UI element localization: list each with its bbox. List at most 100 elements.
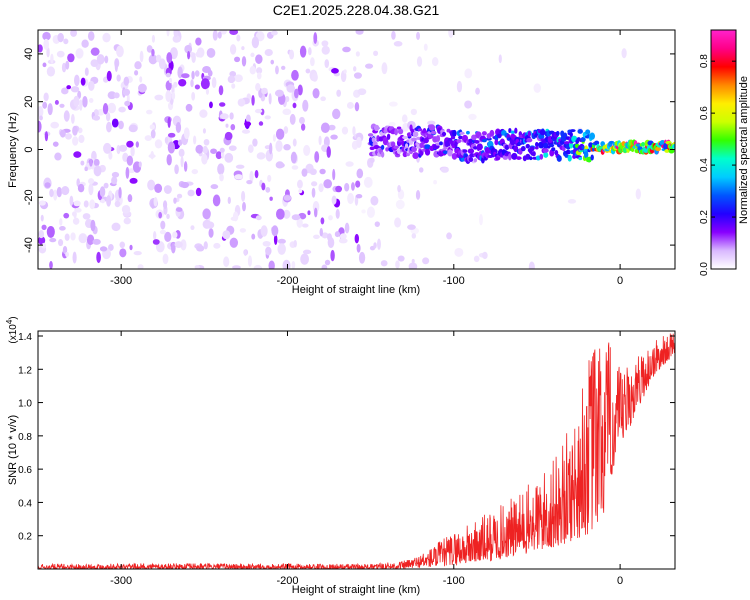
- spectrogram-cell: [180, 181, 190, 189]
- spectrogram-cell: [134, 70, 139, 76]
- spectrogram-cell: [173, 81, 178, 88]
- spectrogram-cell: [251, 95, 255, 106]
- spectrogram-cell: [273, 234, 278, 245]
- spectrogram-cell: [305, 68, 311, 74]
- colorbar-tick-label: 0.6: [699, 106, 710, 120]
- spectrogram-cell: [103, 142, 112, 154]
- spectrogram-cell: [74, 207, 82, 213]
- spectrogram-cell: [58, 239, 64, 247]
- spectrogram-cell: [232, 211, 239, 222]
- spectrogram-cell: [88, 80, 95, 91]
- spectrogram-cell: [81, 39, 89, 48]
- spectrogram-cell: [578, 157, 583, 161]
- spectrogram-cell: [122, 88, 131, 96]
- colorbar-tick-label: 0.8: [699, 54, 710, 68]
- chart-title: C2E1.2025.228.04.38.G21: [273, 2, 440, 18]
- spectrogram-cell: [569, 131, 573, 138]
- spectrogram-cell: [158, 58, 166, 70]
- spectrogram-cell: [394, 128, 398, 136]
- spectrogram-cell: [53, 189, 58, 201]
- spectrogram-cell: [194, 265, 200, 269]
- spectrogram-cell: [180, 155, 184, 168]
- spectrogram-cell: [289, 113, 296, 125]
- spectrogram-cell: [272, 134, 276, 142]
- spectrogram-cell: [354, 102, 360, 112]
- y-tick-label: 0.4: [18, 498, 32, 509]
- spectrogram-cell: [327, 233, 332, 241]
- spectrogram-cell: [83, 200, 89, 208]
- spectrogram-cell: [49, 261, 53, 269]
- spectrogram-cell: [321, 40, 329, 47]
- spectrogram-cell: [96, 251, 101, 264]
- spectrogram-cell: [162, 200, 168, 210]
- spectrogram-cell: [84, 166, 88, 172]
- spectrogram-cell: [563, 141, 570, 145]
- spectrogram-cell: [206, 47, 216, 58]
- spectrogram-cell: [600, 141, 605, 147]
- spectrogram-cell: [328, 215, 333, 221]
- spectrogram-cell: [241, 129, 251, 134]
- spectrogram-cell: [65, 251, 70, 258]
- spectrogram-cell: [219, 173, 224, 182]
- y-tick-label: 1.4: [18, 332, 32, 343]
- spectrogram-cell: [402, 151, 408, 158]
- spectrogram-cell: [393, 41, 403, 47]
- spectrogram-cell: [126, 155, 134, 166]
- spectrogram-cell: [314, 207, 318, 218]
- spectrogram-cell: [196, 245, 205, 252]
- spectrogram-cell: [70, 86, 80, 93]
- spectrogram-cell: [79, 99, 83, 111]
- spectrogram-cell: [256, 152, 266, 160]
- spectrogram-cell: [139, 76, 143, 83]
- spectrogram-cell: [442, 150, 449, 155]
- spectrogram-cell: [174, 164, 179, 175]
- spectrogram-cell: [220, 30, 227, 35]
- spectrogram-cell: [59, 218, 63, 226]
- spectrogram-cell: [300, 253, 309, 265]
- spectrogram-cell: [191, 91, 196, 101]
- spectrogram-cell: [311, 72, 318, 82]
- spectrogram-cell: [311, 181, 318, 187]
- spectrogram-cell: [373, 242, 377, 249]
- spectrogram-cell: [447, 149, 453, 157]
- spectrogram-cell: [177, 139, 183, 146]
- spectrogram-cell: [146, 109, 153, 115]
- spectrogram-cell: [251, 233, 256, 240]
- snr-series-line: [38, 333, 675, 569]
- spectrogram-cell: [301, 223, 309, 228]
- spectrogram-cell: [49, 188, 54, 198]
- spectrogram-cell: [567, 154, 572, 162]
- y-tick-label: 1.2: [18, 365, 32, 376]
- spectrogram-cell: [291, 165, 299, 170]
- spectrogram-cell: [424, 144, 431, 150]
- spectrogram-cell: [217, 163, 225, 175]
- spectrogram-cell: [356, 243, 361, 253]
- spectrogram-cell: [38, 44, 43, 53]
- spectrogram-cell: [381, 62, 388, 75]
- y-tick-label: 0.2: [18, 532, 32, 543]
- spectrogram-cell: [355, 51, 360, 57]
- spectrogram-cell: [451, 152, 458, 160]
- spectrogram-cell: [65, 133, 72, 140]
- spectrogram-cell: [391, 30, 396, 40]
- spectrogram-cell: [498, 54, 502, 64]
- spectrogram-cell: [224, 131, 233, 141]
- spectrogram-cell: [54, 152, 62, 161]
- spectrogram-cell: [202, 208, 211, 220]
- spectrogram-cell: [369, 146, 375, 151]
- spectrogram-cell: [435, 135, 441, 142]
- spectrogram-cell: [42, 31, 51, 41]
- spectrogram-cell: [108, 244, 114, 251]
- spectrogram-cell: [90, 59, 99, 67]
- spectrogram-cell: [103, 182, 109, 189]
- spectrogram-cell: [96, 54, 105, 65]
- spectrogram-cell: [100, 198, 106, 204]
- spectrogram-cell: [319, 168, 326, 175]
- spectrogram-cell: [241, 46, 245, 51]
- spectrogram-cell: [128, 124, 138, 133]
- spectrogram-cell: [166, 52, 173, 64]
- y-tick-label: -40: [23, 237, 35, 253]
- spectrogram-cell: [401, 114, 408, 123]
- spectrogram-cell: [73, 95, 80, 108]
- colorbar-tick-label: 0.2: [699, 210, 710, 224]
